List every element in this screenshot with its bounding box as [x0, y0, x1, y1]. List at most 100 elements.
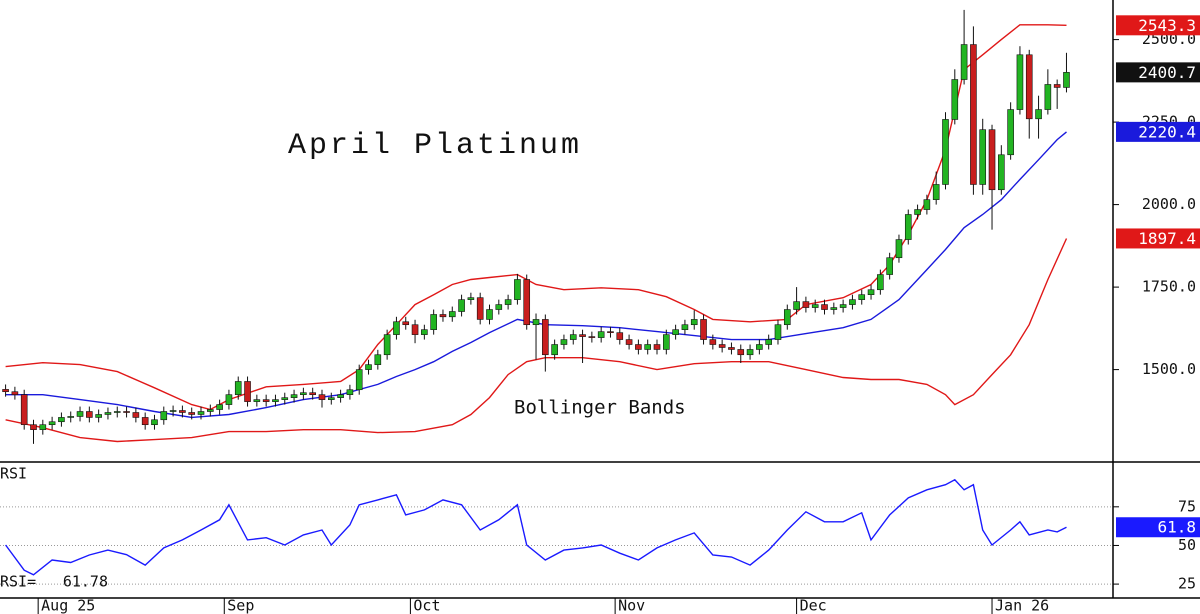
y-tick-label: 50 — [1178, 536, 1196, 554]
candle-body — [1035, 109, 1042, 120]
y-tick-label: 1750.0 — [1142, 278, 1196, 296]
candle-body — [20, 394, 28, 426]
candle-body — [867, 289, 875, 295]
candle-body — [914, 209, 921, 215]
candle-body — [504, 299, 512, 305]
candle-body — [11, 391, 19, 395]
bollinger-band — [5, 131, 1067, 419]
candle-body — [113, 411, 121, 413]
candle-body — [30, 424, 37, 430]
panel-label: RSI — [0, 465, 27, 483]
candle-body — [514, 279, 521, 300]
candle-body — [663, 334, 670, 350]
candle-body — [337, 394, 344, 398]
candle-body — [886, 257, 893, 275]
candle-body — [327, 397, 335, 400]
candle-body — [86, 411, 93, 418]
value-box — [1116, 228, 1200, 249]
candle-body — [197, 411, 205, 415]
candle-body — [374, 354, 382, 365]
candle-body — [486, 309, 493, 320]
candle-body — [588, 336, 596, 338]
x-tick-label: Jan 26 — [995, 597, 1049, 614]
candle-body — [39, 424, 47, 430]
chart-title: April Platinum — [288, 129, 582, 163]
candle-body — [560, 339, 568, 345]
value-box-label: 2400.7 — [1138, 63, 1196, 82]
candle-body — [402, 321, 410, 326]
value-box — [1116, 62, 1200, 83]
candle-body — [458, 299, 465, 312]
candle-body — [253, 399, 261, 402]
candle-body — [2, 389, 9, 393]
candle-body — [811, 304, 819, 308]
candle-body — [942, 119, 949, 185]
candle-body — [244, 381, 251, 402]
x-tick-label: Oct — [413, 597, 440, 614]
candle-body — [551, 344, 558, 356]
candle-body — [1007, 109, 1014, 156]
candle-body — [998, 154, 1005, 191]
readout-label: RSI= — [0, 573, 36, 591]
candle-body — [234, 381, 242, 395]
candle-body — [821, 304, 828, 310]
candle-body — [523, 279, 531, 326]
x-tick-label: Nov — [618, 597, 645, 614]
candle-body — [951, 79, 959, 120]
y-tick-label: 2000.0 — [1142, 195, 1196, 213]
candle-body — [1044, 84, 1052, 110]
candle-body — [839, 304, 847, 308]
candle-body — [346, 389, 354, 395]
candle-body — [365, 364, 372, 370]
candle-body — [430, 314, 437, 330]
candle-body — [1016, 54, 1024, 110]
x-tick-label: Dec — [800, 597, 827, 614]
candle-body — [700, 319, 707, 340]
x-tick-label: Aug 25 — [41, 597, 95, 614]
candle-body — [290, 394, 298, 398]
value-box — [1116, 15, 1200, 36]
candle-body — [802, 301, 810, 308]
candle-body — [970, 44, 977, 185]
candle-body — [625, 339, 633, 345]
candle-body — [151, 419, 158, 426]
candle-body — [765, 339, 772, 345]
candle-body — [216, 404, 223, 410]
candle-body — [774, 324, 782, 340]
candle-body — [569, 334, 577, 340]
candle-body — [728, 347, 735, 350]
candle-body — [76, 411, 84, 417]
candle-body — [272, 399, 279, 402]
candle-body — [123, 411, 130, 413]
candle-body — [448, 311, 456, 318]
candle-body — [421, 329, 428, 335]
candle-body — [607, 331, 614, 333]
candle-body — [718, 344, 726, 348]
candle-body — [411, 324, 419, 335]
candle-body — [1063, 72, 1070, 88]
candle-body — [877, 274, 884, 291]
value-box-label: 61.8 — [1157, 518, 1196, 537]
candle-body — [746, 349, 754, 356]
y-tick-label: 1500.0 — [1142, 360, 1196, 378]
candle-body — [309, 392, 316, 395]
candle-body — [858, 294, 866, 300]
candle-body — [1025, 54, 1033, 120]
candle-body — [923, 199, 931, 210]
candle-body — [932, 184, 940, 200]
candle-body — [141, 417, 149, 426]
candle-body — [709, 339, 717, 345]
candle-body — [756, 344, 763, 350]
marks-layer — [2, 9, 1070, 576]
candle-body — [160, 411, 168, 421]
value-boxes: 2543.3 2220.4 1897.4 2400.7 61.8 — [1116, 15, 1200, 538]
candle-body — [383, 334, 391, 356]
candle-body — [48, 421, 56, 426]
candle-body — [672, 329, 679, 335]
candle-body — [960, 44, 968, 80]
candle-body — [793, 301, 800, 310]
candle-body — [681, 324, 689, 330]
candle-body — [635, 344, 642, 350]
candle-body — [895, 239, 903, 259]
